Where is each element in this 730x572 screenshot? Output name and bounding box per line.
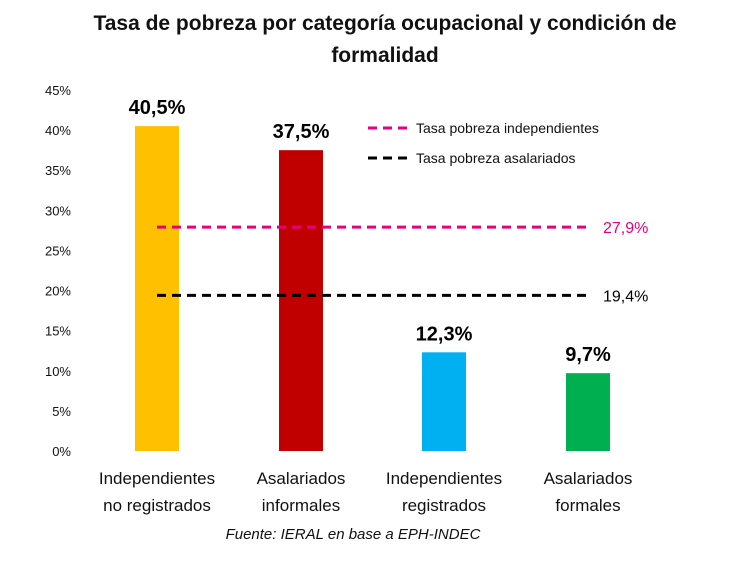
bar	[279, 150, 323, 451]
y-tick-label: 5%	[52, 404, 71, 419]
y-tick-label: 30%	[45, 203, 71, 218]
x-tick-label: Asalariados	[544, 469, 633, 488]
reference-line-label: 27,9%	[603, 220, 648, 237]
chart-title: Tasa de pobreza por categoría ocupaciona…	[40, 8, 730, 72]
bar-value-label: 37,5%	[273, 121, 330, 143]
legend-label: Tasa pobreza asalariados	[416, 150, 576, 166]
bar	[422, 352, 466, 451]
bars: 40,5% 37,5% 12,3% 9,7%	[129, 97, 611, 451]
y-axis: 0% 5% 10% 15% 20% 25% 30% 35% 40% 45%	[45, 83, 71, 459]
x-tick-label: formales	[555, 496, 620, 515]
y-tick-label: 10%	[45, 364, 71, 379]
source-text: Fuente: IERAL en base a EPH-INDEC	[225, 526, 481, 543]
legend-label: Tasa pobreza independientes	[416, 120, 599, 136]
x-axis-labels: Independientes no registrados Asalariados i…	[99, 469, 633, 515]
source-note: Fuente: IERAL en base a EPH-INDEC	[0, 526, 730, 543]
bar-chart: 0% 5% 10% 15% 20% 25% 30% 35% 40% 45% 40,5% 37,5% 1…	[45, 83, 648, 515]
y-tick-label: 25%	[45, 243, 71, 258]
bar-value-label: 40,5%	[129, 97, 186, 119]
bar	[135, 126, 179, 451]
bar-value-label: 9,7%	[565, 344, 611, 366]
y-tick-label: 15%	[45, 324, 71, 339]
x-tick-label: Independientes	[386, 469, 502, 488]
x-tick-label: Asalariados	[257, 469, 346, 488]
y-tick-label: 20%	[45, 284, 71, 299]
x-tick-label: registrados	[402, 496, 486, 515]
y-tick-label: 35%	[45, 163, 71, 178]
bar	[566, 373, 610, 451]
bar-value-label: 12,3%	[416, 323, 473, 345]
chart-title-line2: formalidad	[331, 44, 439, 67]
x-tick-label: Independientes	[99, 469, 215, 488]
legend: Tasa pobreza independientes Tasa pobreza …	[368, 120, 599, 166]
x-tick-label: informales	[262, 496, 340, 515]
reference-line-label: 19,4%	[603, 288, 648, 305]
y-tick-label: 45%	[45, 83, 71, 98]
y-tick-label: 0%	[52, 444, 71, 459]
x-tick-label: no registrados	[103, 496, 211, 515]
y-tick-label: 40%	[45, 123, 71, 138]
reference-lines: 27,9% 19,4%	[157, 220, 648, 305]
chart-title-line1: Tasa de pobreza por categoría ocupaciona…	[93, 12, 677, 35]
